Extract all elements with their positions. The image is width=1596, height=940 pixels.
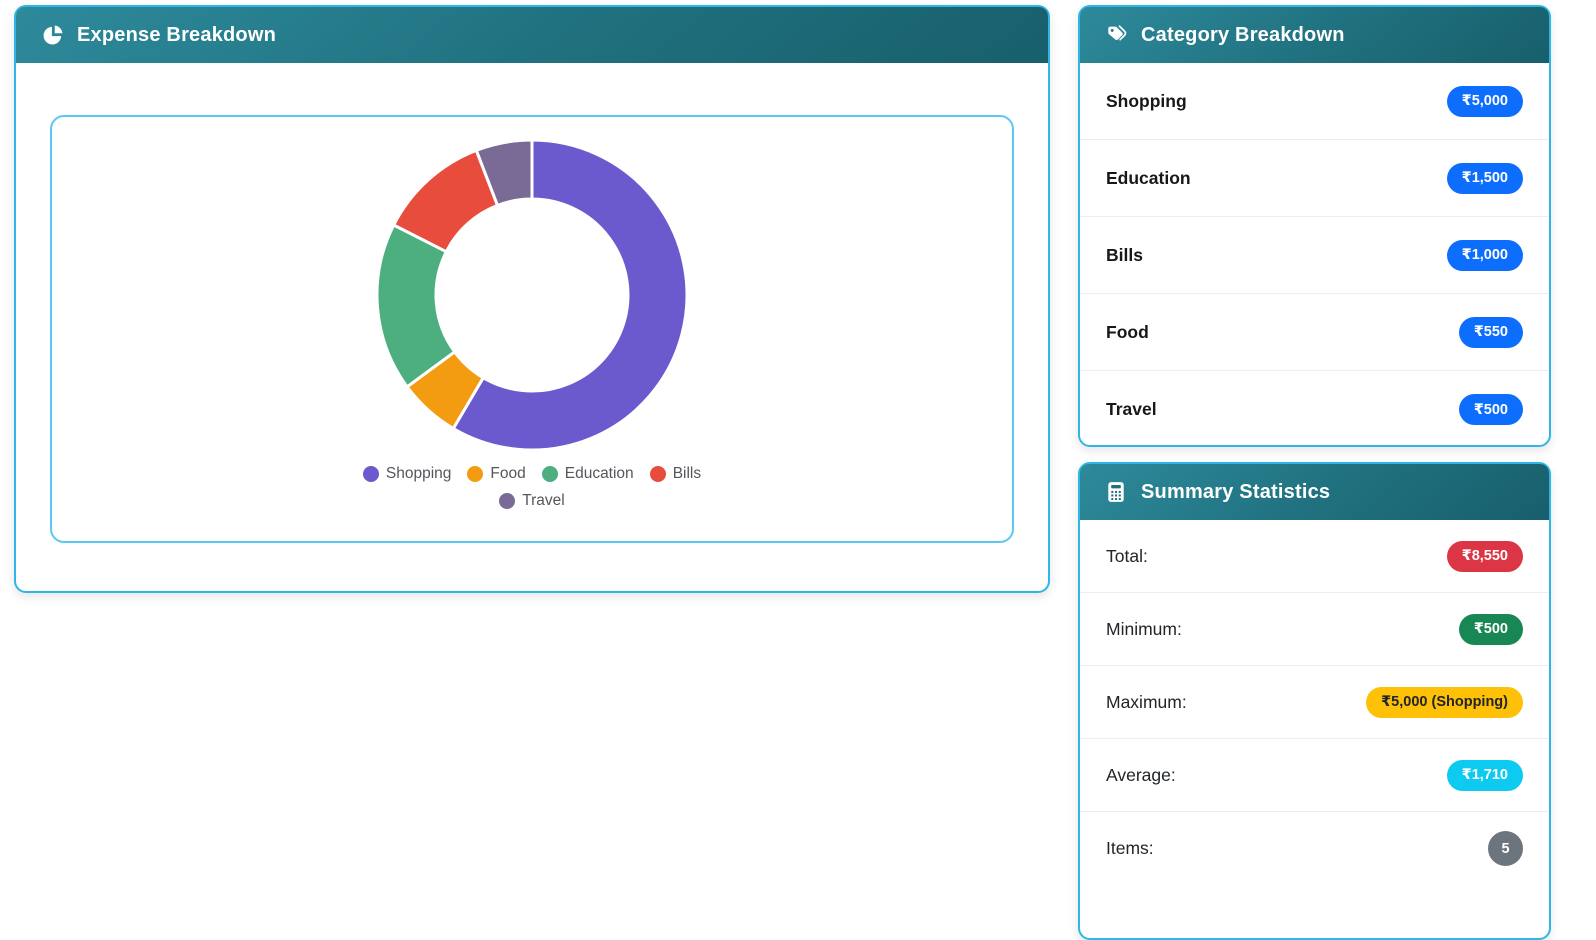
- pie-chart-icon: [42, 24, 64, 46]
- legend-label: Travel: [522, 492, 565, 509]
- expense-card-title: Expense Breakdown: [77, 23, 277, 46]
- expense-breakdown-card: Expense Breakdown Shopping Food Education B…: [14, 5, 1050, 593]
- average-badge: ₹1,710: [1446, 759, 1523, 791]
- amount-badge: ₹5,000: [1446, 85, 1523, 117]
- summary-list: Total: ₹8,550 Minimum: ₹500 Maximum: ₹5,…: [1080, 520, 1549, 885]
- summary-label: Minimum:: [1106, 618, 1182, 639]
- tags-icon: [1106, 24, 1128, 46]
- category-label: Bills: [1106, 244, 1143, 265]
- category-row-food: Food ₹550: [1080, 294, 1549, 371]
- amount-badge: ₹1,000: [1446, 239, 1523, 271]
- donut-slice-travel[interactable]: [474, 138, 534, 208]
- category-list: Shopping ₹5,000 Education ₹1,500 Bills ₹…: [1080, 63, 1549, 448]
- category-row-education: Education ₹1,500: [1080, 140, 1549, 217]
- summary-label: Average:: [1106, 764, 1176, 785]
- amount-badge: ₹550: [1458, 316, 1523, 348]
- legend-label: Education: [564, 465, 634, 482]
- summary-card-title: Summary Statistics: [1141, 480, 1331, 503]
- category-label: Food: [1106, 321, 1149, 342]
- category-breakdown-card: Category Breakdown Shopping ₹5,000 Educa…: [1078, 5, 1551, 447]
- expense-card-header: Expense Breakdown: [16, 7, 1048, 63]
- legend-marker: [499, 493, 516, 509]
- category-label: Education: [1106, 167, 1191, 188]
- amount-badge: ₹1,500: [1446, 162, 1523, 194]
- summary-card-header: Summary Statistics: [1080, 464, 1549, 520]
- donut-slice-shopping[interactable]: [451, 138, 689, 452]
- category-row-bills: Bills ₹1,000: [1080, 217, 1549, 294]
- legend-marker: [467, 466, 484, 482]
- legend-label: Shopping: [385, 465, 452, 482]
- legend-label: Food: [490, 465, 526, 482]
- legend-item-education[interactable]: Education: [541, 465, 634, 483]
- summary-statistics-card: Summary Statistics Total: ₹8,550 Minimum…: [1078, 462, 1551, 940]
- summary-label: Total:: [1106, 545, 1148, 566]
- summary-row-minimum: Minimum: ₹500: [1080, 593, 1549, 666]
- category-row-travel: Travel ₹500: [1080, 371, 1549, 448]
- legend-item-travel[interactable]: Travel: [499, 492, 565, 510]
- amount-badge: ₹500: [1458, 394, 1523, 425]
- legend-item-shopping[interactable]: Shopping: [362, 465, 452, 483]
- category-card-title: Category Breakdown: [1141, 23, 1345, 46]
- calculator-icon: [1106, 481, 1128, 503]
- category-row-shopping: Shopping ₹5,000: [1080, 63, 1549, 140]
- expense-donut-chart[interactable]: [372, 135, 692, 455]
- legend-label: Bills: [672, 465, 702, 482]
- total-badge: ₹8,550: [1446, 540, 1523, 572]
- category-label: Shopping: [1106, 90, 1187, 111]
- summary-row-total: Total: ₹8,550: [1080, 520, 1549, 593]
- summary-label: Maximum:: [1106, 691, 1187, 712]
- category-card-header: Category Breakdown: [1080, 7, 1549, 63]
- legend-marker: [541, 466, 558, 482]
- minimum-badge: ₹500: [1458, 613, 1523, 645]
- summary-row-items: Items: 5: [1080, 812, 1549, 885]
- summary-row-maximum: Maximum: ₹5,000 (Shopping): [1080, 666, 1549, 739]
- maximum-badge: ₹5,000 (Shopping): [1366, 686, 1523, 718]
- legend-marker: [649, 466, 666, 482]
- legend-marker: [362, 466, 379, 482]
- legend-item-food[interactable]: Food: [467, 465, 526, 483]
- legend-item-bills[interactable]: Bills: [649, 465, 702, 483]
- category-label: Travel: [1106, 399, 1157, 419]
- chart-legend: Shopping Food Education Bills Travel: [342, 465, 722, 510]
- summary-row-average: Average: ₹1,710: [1080, 739, 1549, 812]
- chart-container: Shopping Food Education Bills Travel: [50, 115, 1014, 543]
- items-count-badge: 5: [1488, 831, 1523, 866]
- summary-label: Items:: [1106, 838, 1154, 858]
